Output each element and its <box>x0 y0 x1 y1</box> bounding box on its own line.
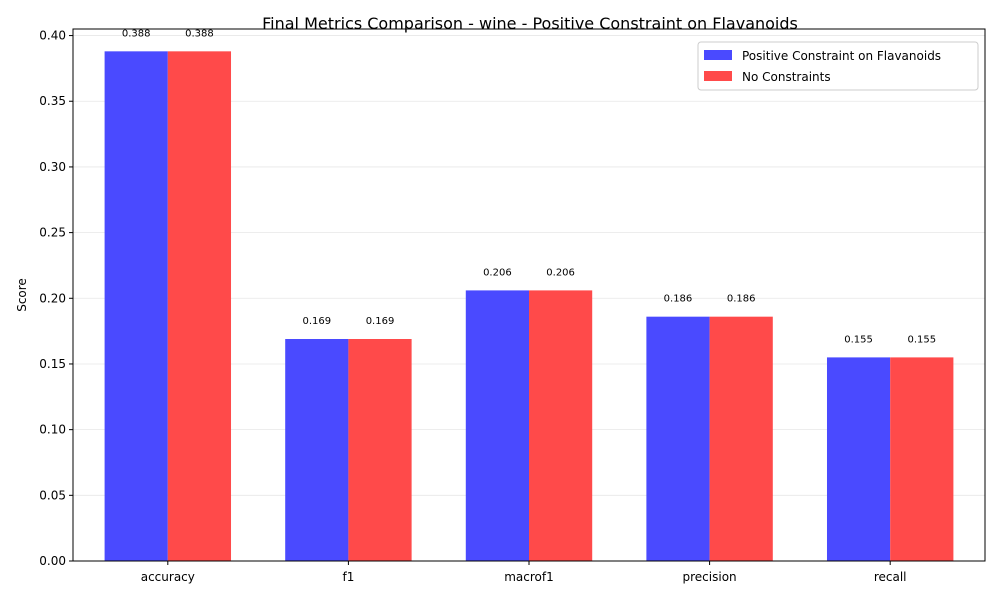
data-label: 0.186 <box>727 294 756 305</box>
bar-macrof1-constraint <box>465 290 529 561</box>
data-label: 0.155 <box>907 334 936 345</box>
data-label: 0.388 <box>122 28 151 39</box>
y-tick-label: 0.35 <box>39 94 66 108</box>
y-axis-label: Score <box>15 278 29 312</box>
data-label: 0.206 <box>483 267 512 278</box>
data-label: 0.186 <box>664 294 693 305</box>
legend-entry: Positive Constraint on Flavanoids <box>742 49 941 63</box>
y-tick-label: 0.10 <box>39 423 66 437</box>
y-tick-label: 0.05 <box>39 488 66 502</box>
bar-f1-no-constraints <box>348 339 412 561</box>
y-tick-label: 0.20 <box>39 291 66 305</box>
chart-title: Final Metrics Comparison - wine - Positi… <box>262 14 798 33</box>
legend-swatch <box>704 50 732 60</box>
x-tick-label: precision <box>683 570 737 584</box>
y-tick-label: 0.15 <box>39 357 66 371</box>
bar-recall-no-constraints <box>890 357 954 561</box>
data-labels: 0.388 0.388 0.169 0.169 0.206 0.206 0.186 0.186… <box>122 28 936 345</box>
data-label: 0.155 <box>844 334 873 345</box>
data-label: 0.169 <box>366 316 395 327</box>
x-tick-label: macrof1 <box>504 570 554 584</box>
x-tick-label: recall <box>874 570 907 584</box>
data-label: 0.206 <box>546 267 575 278</box>
bars <box>104 51 954 561</box>
legend-entry: No Constraints <box>742 70 831 84</box>
legend-swatch <box>704 71 732 81</box>
x-axis: accuracy f1 macrof1 precision recall <box>141 561 907 584</box>
legend: Positive Constraint on Flavanoids No Cons… <box>697 41 979 91</box>
bar-macrof1-no-constraints <box>529 290 593 561</box>
y-tick-label: 0.30 <box>39 160 66 174</box>
legend-frame <box>697 41 979 91</box>
bar-precision-no-constraints <box>709 316 773 561</box>
y-axis: 0.00 0.05 0.10 0.15 0.20 0.25 0.30 0.35 0.40 <box>39 29 73 568</box>
y-tick-label: 0.40 <box>39 29 66 43</box>
bar-f1-constraint <box>285 339 349 561</box>
bar-precision-constraint <box>646 316 710 561</box>
data-label: 0.169 <box>302 316 331 327</box>
y-tick-label: 0.00 <box>39 554 66 568</box>
data-label: 0.388 <box>185 28 214 39</box>
bar-recall-constraint <box>826 357 891 561</box>
bar-accuracy-no-constraints <box>167 51 232 561</box>
bar-accuracy-constraint <box>104 51 168 561</box>
x-tick-label: accuracy <box>141 570 195 584</box>
y-tick-label: 0.25 <box>39 226 66 240</box>
x-tick-label: f1 <box>342 570 354 584</box>
